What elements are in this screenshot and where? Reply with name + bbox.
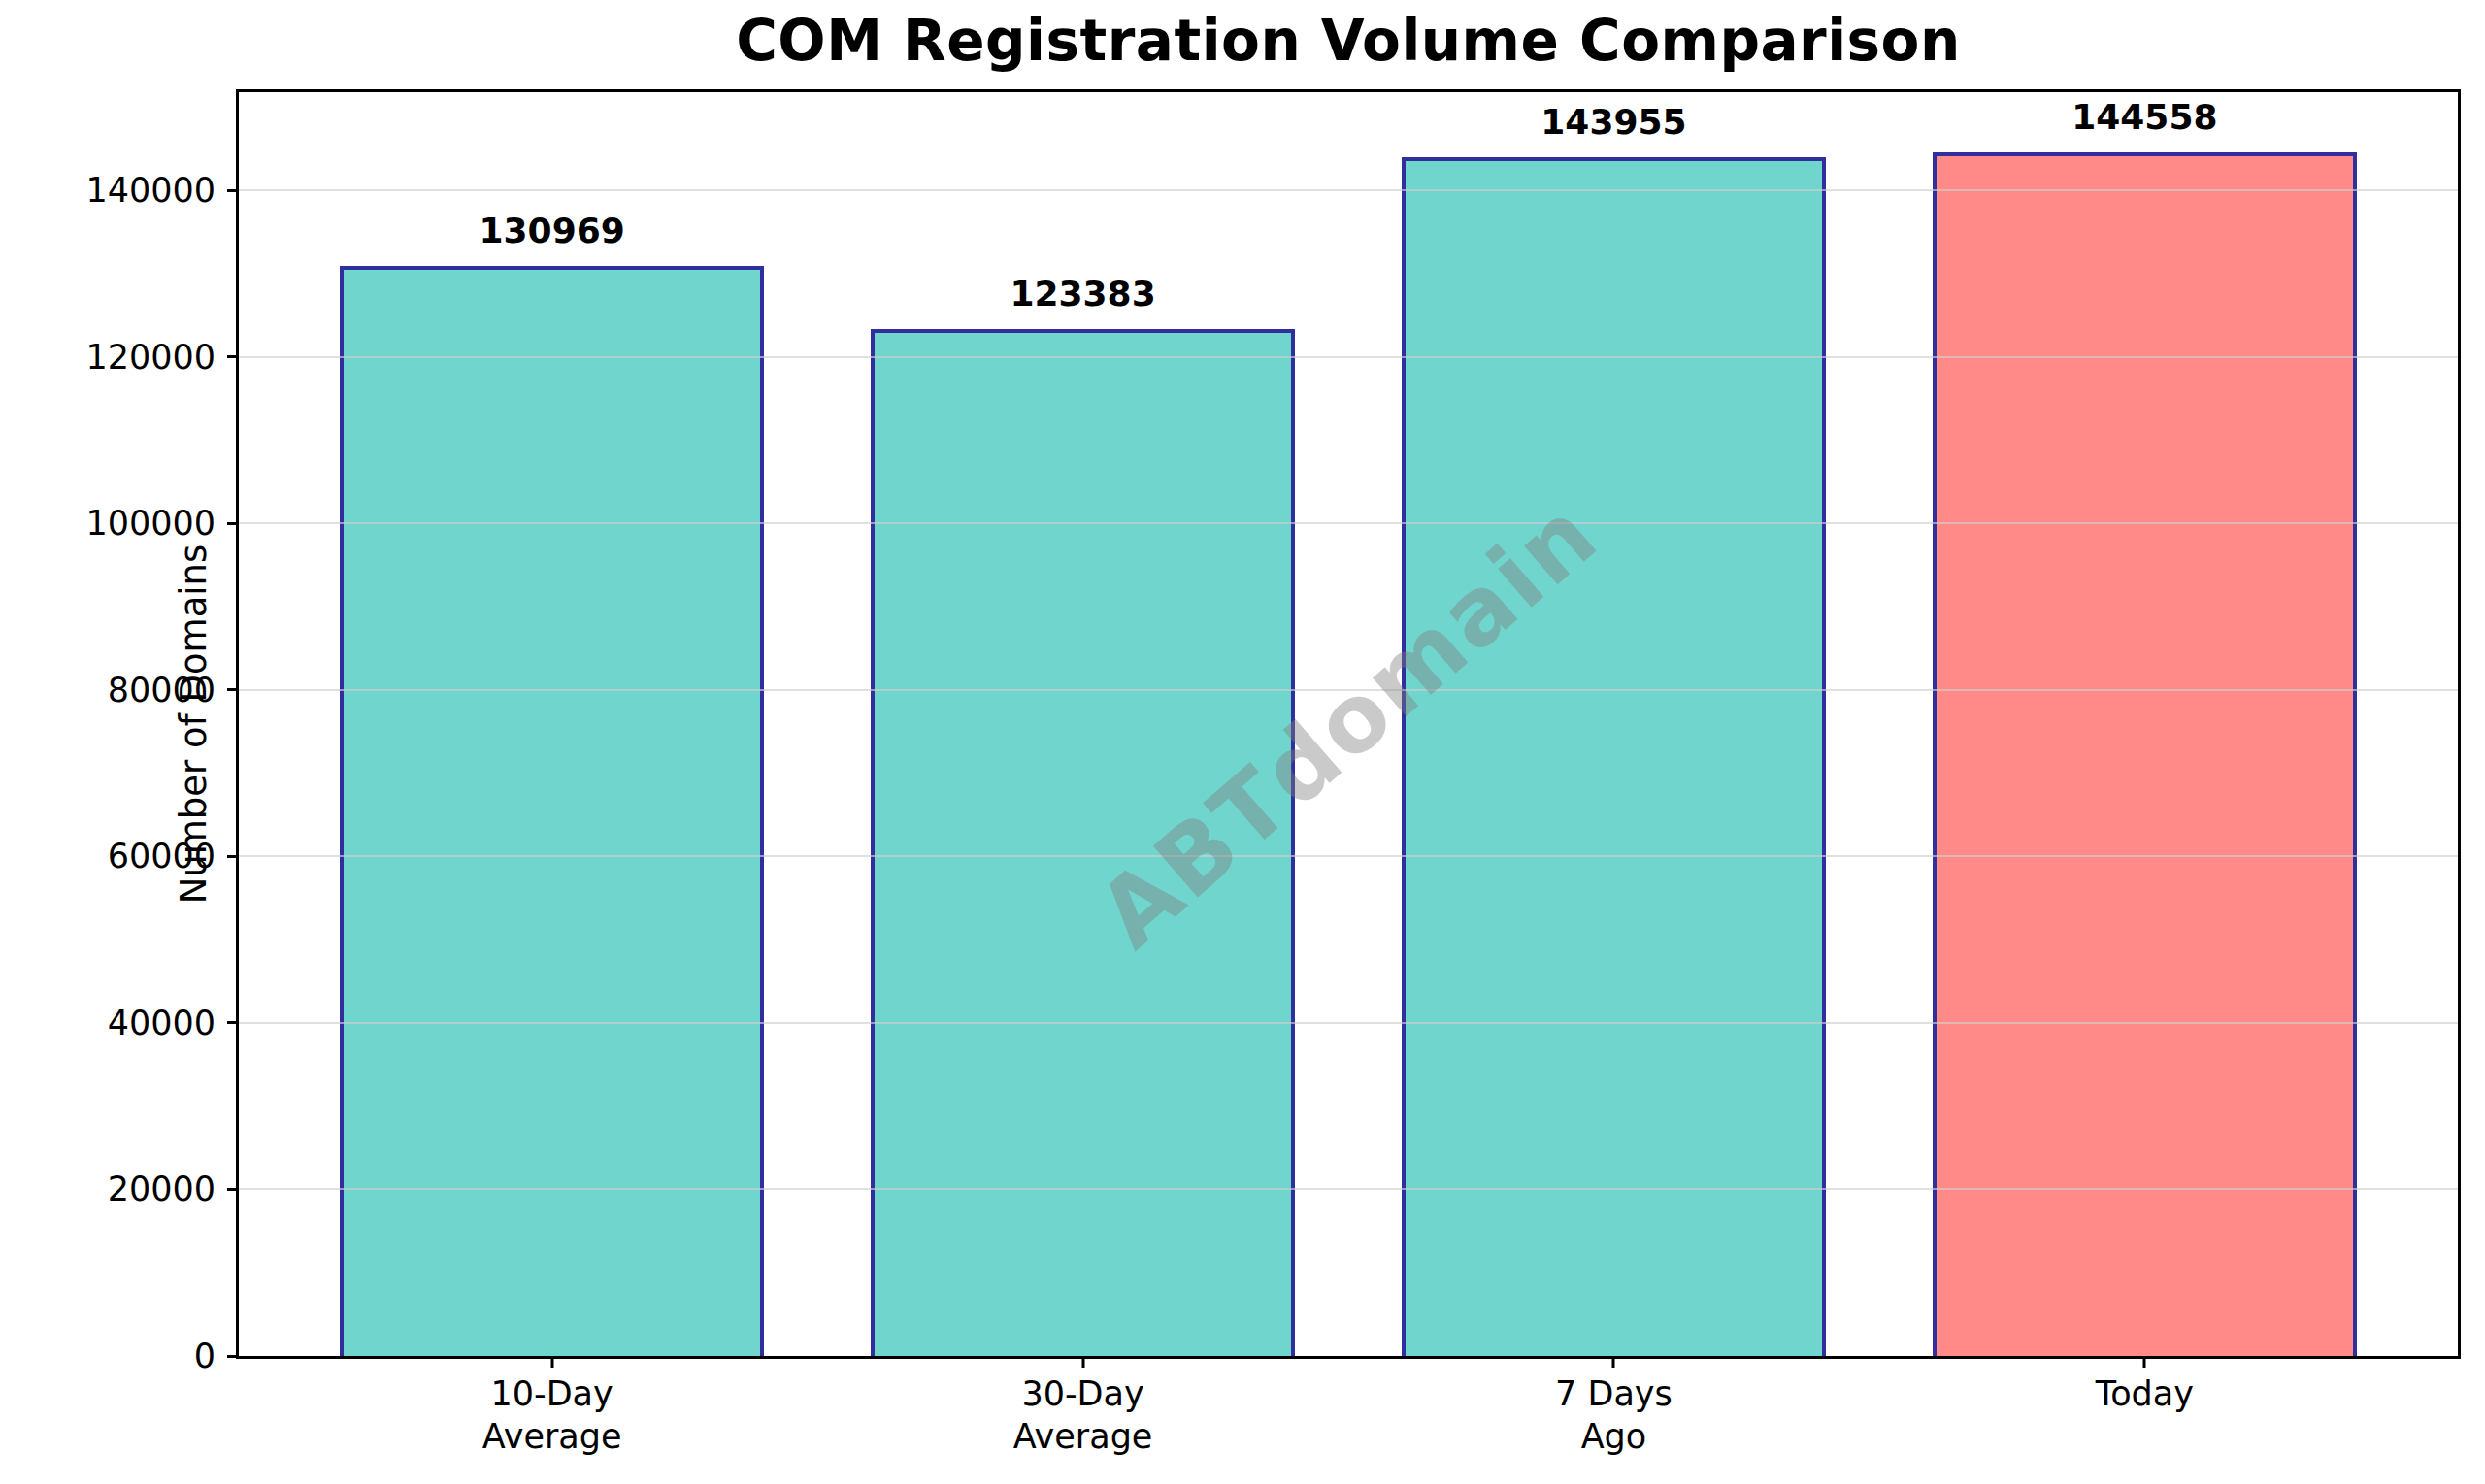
bar-value-label-2: 123383 — [1010, 274, 1155, 313]
bar-4 — [1933, 152, 2358, 1356]
y-tick-mark — [227, 189, 239, 192]
bar-3 — [1402, 157, 1827, 1356]
y-tick-mark — [227, 1021, 239, 1024]
x-tick-mark — [1081, 1356, 1084, 1368]
bar-chart-figure: COM Registration Volume Comparison Numbe… — [0, 0, 2485, 1484]
chart-title: COM Registration Volume Comparison — [236, 8, 2461, 74]
y-tick-mark — [227, 688, 239, 691]
y-tick-label: 60000 — [108, 837, 215, 875]
x-tick-mark — [1612, 1356, 1615, 1368]
y-tick-label: 100000 — [85, 504, 215, 543]
bar-1 — [340, 266, 765, 1356]
y-tick-mark — [227, 355, 239, 358]
y-tick-label: 120000 — [85, 338, 215, 377]
y-tick-mark — [227, 1355, 239, 1358]
bar-value-label-3: 143955 — [1541, 102, 1686, 142]
x-tick-label: 30-Day Average — [1013, 1373, 1153, 1459]
y-tick-mark — [227, 855, 239, 858]
y-tick-label: 140000 — [85, 171, 215, 210]
x-tick-label: 10-Day Average — [482, 1373, 622, 1459]
x-tick-mark — [550, 1356, 553, 1368]
x-tick-label: Today — [2096, 1373, 2194, 1416]
x-tick-mark — [2143, 1356, 2146, 1368]
y-tick-label: 80000 — [108, 671, 215, 709]
y-tick-mark — [227, 522, 239, 525]
bar-value-label-1: 130969 — [480, 211, 625, 250]
y-tick-label: 0 — [194, 1336, 215, 1375]
y-tick-label: 40000 — [108, 1004, 215, 1042]
x-tick-label: 7 Days Ago — [1555, 1373, 1673, 1459]
plot-area: 130969123383143955144558 020000400006000… — [236, 89, 2461, 1359]
y-tick-label: 20000 — [108, 1170, 215, 1208]
y-tick-mark — [227, 1188, 239, 1191]
bar-value-label-4: 144558 — [2071, 97, 2217, 137]
bar-2 — [871, 329, 1296, 1356]
